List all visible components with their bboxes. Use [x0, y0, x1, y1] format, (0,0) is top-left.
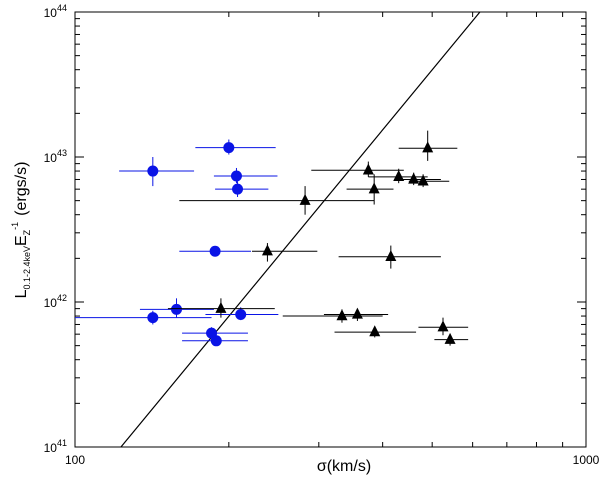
fit-line-group — [120, 11, 481, 448]
circle-marker — [209, 245, 221, 257]
triangle-marker — [417, 174, 429, 186]
y-axis-label-sup: -1 — [10, 222, 20, 230]
y-axis-label-sub: 0.1-2.4keV — [22, 246, 32, 290]
triangle-point — [338, 245, 441, 269]
y-tick-label: 1042 — [44, 293, 67, 310]
y-tick-label: 1041 — [44, 438, 67, 455]
triangle-marker — [351, 307, 363, 319]
y-tick-label: 1043 — [44, 148, 67, 165]
triangle-marker — [369, 325, 381, 337]
triangle-point — [179, 186, 375, 215]
triangle-point — [418, 317, 469, 336]
y-axis-label: L0.1-2.4keVEZ-1 (ergs/s) — [10, 162, 32, 299]
triangle-point — [251, 243, 318, 262]
triangle-marker — [408, 172, 420, 184]
triangle-point — [311, 161, 404, 177]
circle-marker — [147, 165, 159, 177]
y-axis-label-sub2: Z — [22, 229, 32, 235]
triangle-marker — [422, 141, 434, 153]
circle-marker — [223, 142, 235, 154]
x-axis-label: σ(km/s) — [317, 458, 371, 475]
circle-point — [182, 334, 248, 347]
circle-marker — [230, 170, 242, 182]
circle-marker — [232, 183, 244, 195]
circle-point — [195, 139, 276, 155]
circle-marker — [235, 308, 247, 320]
triangle-marker — [444, 332, 456, 344]
y-axis-label-units: (ergs/s) — [13, 162, 30, 216]
circle-point — [75, 310, 212, 325]
triangle-marker — [362, 163, 374, 175]
triangle-marker — [261, 244, 273, 256]
svg-text:L0.1-2.4keVEZ-1(ergs/s): L0.1-2.4keVEZ-1 (ergs/s) — [10, 162, 32, 299]
triangle-point — [282, 309, 383, 323]
triangle-point — [434, 332, 469, 346]
circle-point — [215, 181, 269, 197]
circle-marker — [147, 312, 159, 324]
x-tick-label: 1000 — [573, 453, 600, 467]
triangle-point — [368, 168, 428, 184]
triangle-marker — [299, 193, 311, 205]
triangle-point — [334, 325, 417, 338]
circle-point — [139, 298, 214, 318]
plot-frame — [74, 11, 587, 448]
circle-point — [179, 245, 251, 257]
y-axis-label-main: L — [13, 289, 30, 298]
circle-marker — [210, 335, 222, 347]
triangle-point — [167, 298, 275, 318]
triangle-marker — [368, 182, 380, 194]
triangle-point — [398, 130, 458, 161]
circle-point — [119, 157, 195, 187]
triangle-point — [408, 174, 450, 188]
axis-ticks: 100 1000 1041 1042 1043 1044 — [44, 3, 600, 467]
triangle-point — [346, 174, 394, 205]
circle-point — [213, 167, 278, 184]
x-tick-label: 100 — [65, 453, 85, 467]
data-points — [75, 130, 469, 347]
circle-marker — [171, 303, 183, 315]
y-tick-label: 1044 — [44, 3, 67, 20]
triangle-marker — [385, 249, 397, 261]
triangle-marker — [215, 301, 227, 313]
circle-point — [205, 307, 279, 321]
fit-line — [120, 11, 481, 448]
plot-border — [74, 11, 587, 448]
y-axis-label-mid: E — [13, 235, 30, 246]
triangle-point — [323, 307, 389, 321]
triangle-marker — [437, 320, 449, 332]
triangle-marker — [393, 169, 405, 181]
